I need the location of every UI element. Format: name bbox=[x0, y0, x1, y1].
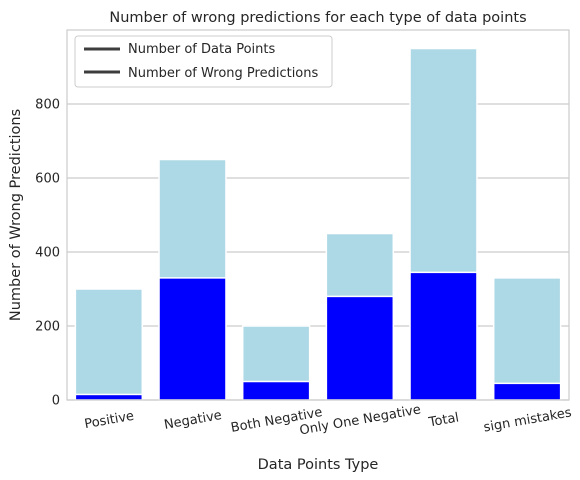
bar-wrong-predictions bbox=[158, 277, 227, 401]
bar-data-points bbox=[492, 277, 562, 401]
x-tick: Positive bbox=[83, 409, 135, 432]
x-tick-label: Total bbox=[427, 410, 461, 430]
x-tick-label: Positive bbox=[83, 409, 135, 432]
legend: Number of Data Points Number of Wrong Pr… bbox=[74, 35, 333, 88]
x-tick: Negative bbox=[163, 408, 223, 433]
plot-frame bbox=[66, 29, 570, 401]
bar-wrong-predictions bbox=[409, 271, 478, 401]
legend-label-wrong-predictions: Number of Wrong Predictions bbox=[128, 66, 319, 81]
chart-title: Number of wrong predictions for each typ… bbox=[109, 10, 526, 26]
y-tick-label: 0 bbox=[52, 394, 60, 409]
bar-data-points bbox=[74, 288, 144, 401]
y-tick-label: 400 bbox=[35, 246, 60, 261]
bar-wrong-predictions bbox=[74, 393, 144, 401]
y-tick-label: 800 bbox=[35, 98, 60, 113]
x-tick-label: sign mistakes bbox=[482, 405, 572, 435]
plot-area bbox=[66, 29, 570, 401]
y-axis-title: Number of Wrong Predictions bbox=[8, 109, 24, 321]
x-tick: sign mistakes bbox=[482, 405, 572, 435]
bar-wrong-predictions bbox=[241, 380, 311, 401]
legend-box bbox=[74, 35, 333, 88]
legend-label-data-points: Number of Data Points bbox=[128, 42, 275, 57]
y-tick-label: 600 bbox=[35, 172, 60, 187]
y-axis-ticks: 0 200 400 600 800 bbox=[35, 98, 60, 409]
bar-wrong-predictions bbox=[492, 382, 562, 401]
plot-background bbox=[67, 30, 569, 400]
bar-wrong-predictions bbox=[325, 295, 395, 401]
x-tick: Total bbox=[427, 410, 461, 430]
y-tick-label: 200 bbox=[35, 320, 60, 335]
x-axis-title: Data Points Type bbox=[258, 457, 379, 473]
x-tick-label: Negative bbox=[163, 408, 223, 433]
series-wrong-predictions-bars bbox=[74, 271, 562, 401]
